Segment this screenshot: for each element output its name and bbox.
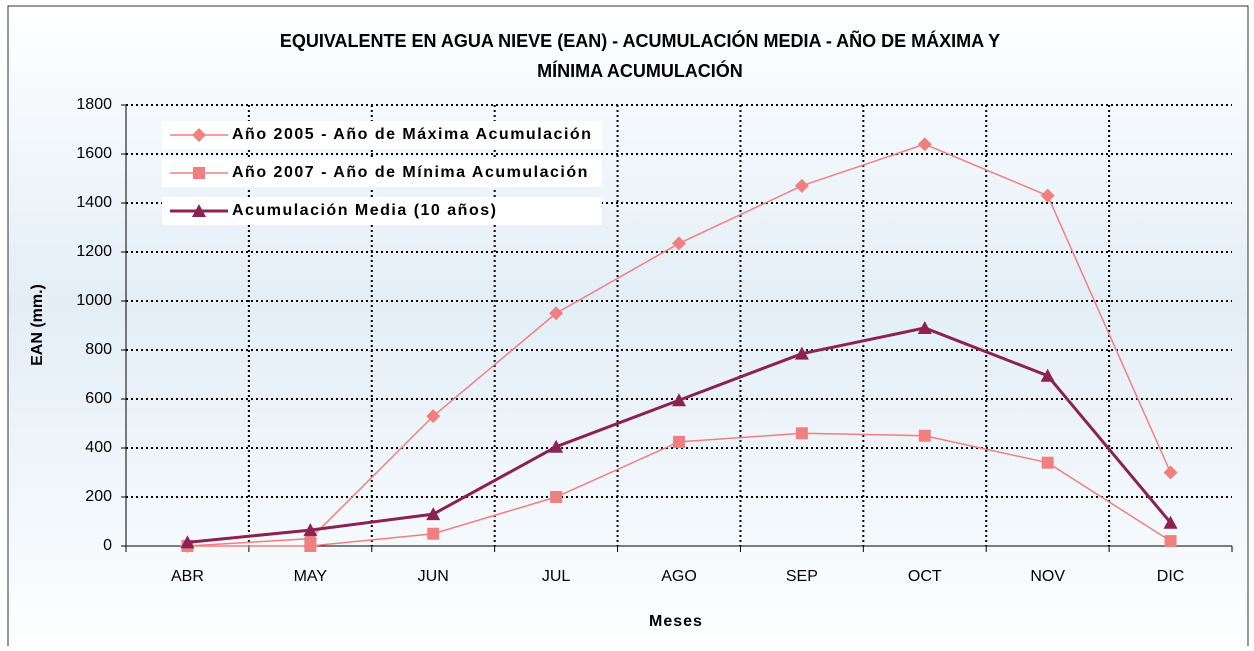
y-tick-label: 1000	[76, 292, 112, 309]
marker	[426, 507, 441, 521]
x-tick-label: DIC	[1157, 568, 1185, 585]
x-tick-label: NOV	[1030, 568, 1065, 585]
y-tick-label: 200	[85, 488, 112, 505]
y-tick-label: 1600	[76, 145, 112, 162]
marker	[549, 439, 564, 453]
marker	[427, 527, 440, 540]
marker	[426, 409, 441, 424]
legend-label: Acumulación Media (10 años)	[232, 202, 497, 219]
x-tick-label: ABR	[171, 568, 204, 585]
x-tick-label: AGO	[661, 568, 697, 585]
marker	[794, 178, 809, 193]
chart-title: MÍNIMA ACUMULACIÓN	[537, 60, 743, 81]
x-tick-label: SEP	[786, 568, 818, 585]
legend-label: Año 2005 - Año de Máxima Acumulación	[232, 126, 592, 143]
marker	[193, 167, 205, 179]
marker	[917, 137, 932, 152]
x-axis-title: Meses	[649, 613, 703, 630]
y-tick-label: 0	[103, 537, 112, 554]
legend-bg	[162, 197, 602, 225]
y-tick-label: 1200	[76, 243, 112, 260]
marker	[1164, 535, 1177, 548]
marker	[795, 427, 808, 440]
marker	[304, 540, 317, 552]
marker	[303, 523, 318, 537]
x-tick-label: MAY	[294, 568, 328, 585]
marker	[917, 320, 932, 334]
marker	[1040, 368, 1055, 382]
marker	[673, 435, 685, 448]
marker	[550, 491, 563, 503]
x-tick-label: OCT	[908, 568, 942, 585]
x-tick-label: JUN	[418, 568, 449, 585]
marker	[794, 346, 809, 360]
y-axis-title: EAN (mm.)	[29, 284, 46, 366]
legend-bg	[162, 121, 602, 149]
y-tick-label: 1400	[76, 194, 112, 211]
legend-bg	[162, 159, 602, 187]
y-tick-label: 600	[85, 390, 112, 407]
y-tick-label: 400	[85, 439, 112, 456]
x-tick-label: JUL	[542, 568, 571, 585]
marker	[1163, 465, 1178, 480]
marker	[192, 204, 206, 217]
legend-label: Año 2007 - Año de Mínima Acumulación	[232, 164, 589, 181]
marker	[192, 128, 206, 142]
marker	[672, 393, 686, 407]
y-tick-label: 1800	[76, 96, 112, 113]
marker	[180, 535, 195, 549]
marker	[1040, 188, 1055, 203]
marker	[1041, 456, 1054, 469]
marker	[1163, 515, 1178, 529]
marker	[549, 306, 564, 321]
marker	[672, 236, 686, 251]
frame	[7, 5, 1249, 651]
chart-title: EQUIVALENTE EN AGUA NIEVE (EAN) - ACUMUL…	[280, 30, 1000, 51]
marker	[918, 429, 931, 442]
y-tick-label: 800	[85, 341, 112, 358]
